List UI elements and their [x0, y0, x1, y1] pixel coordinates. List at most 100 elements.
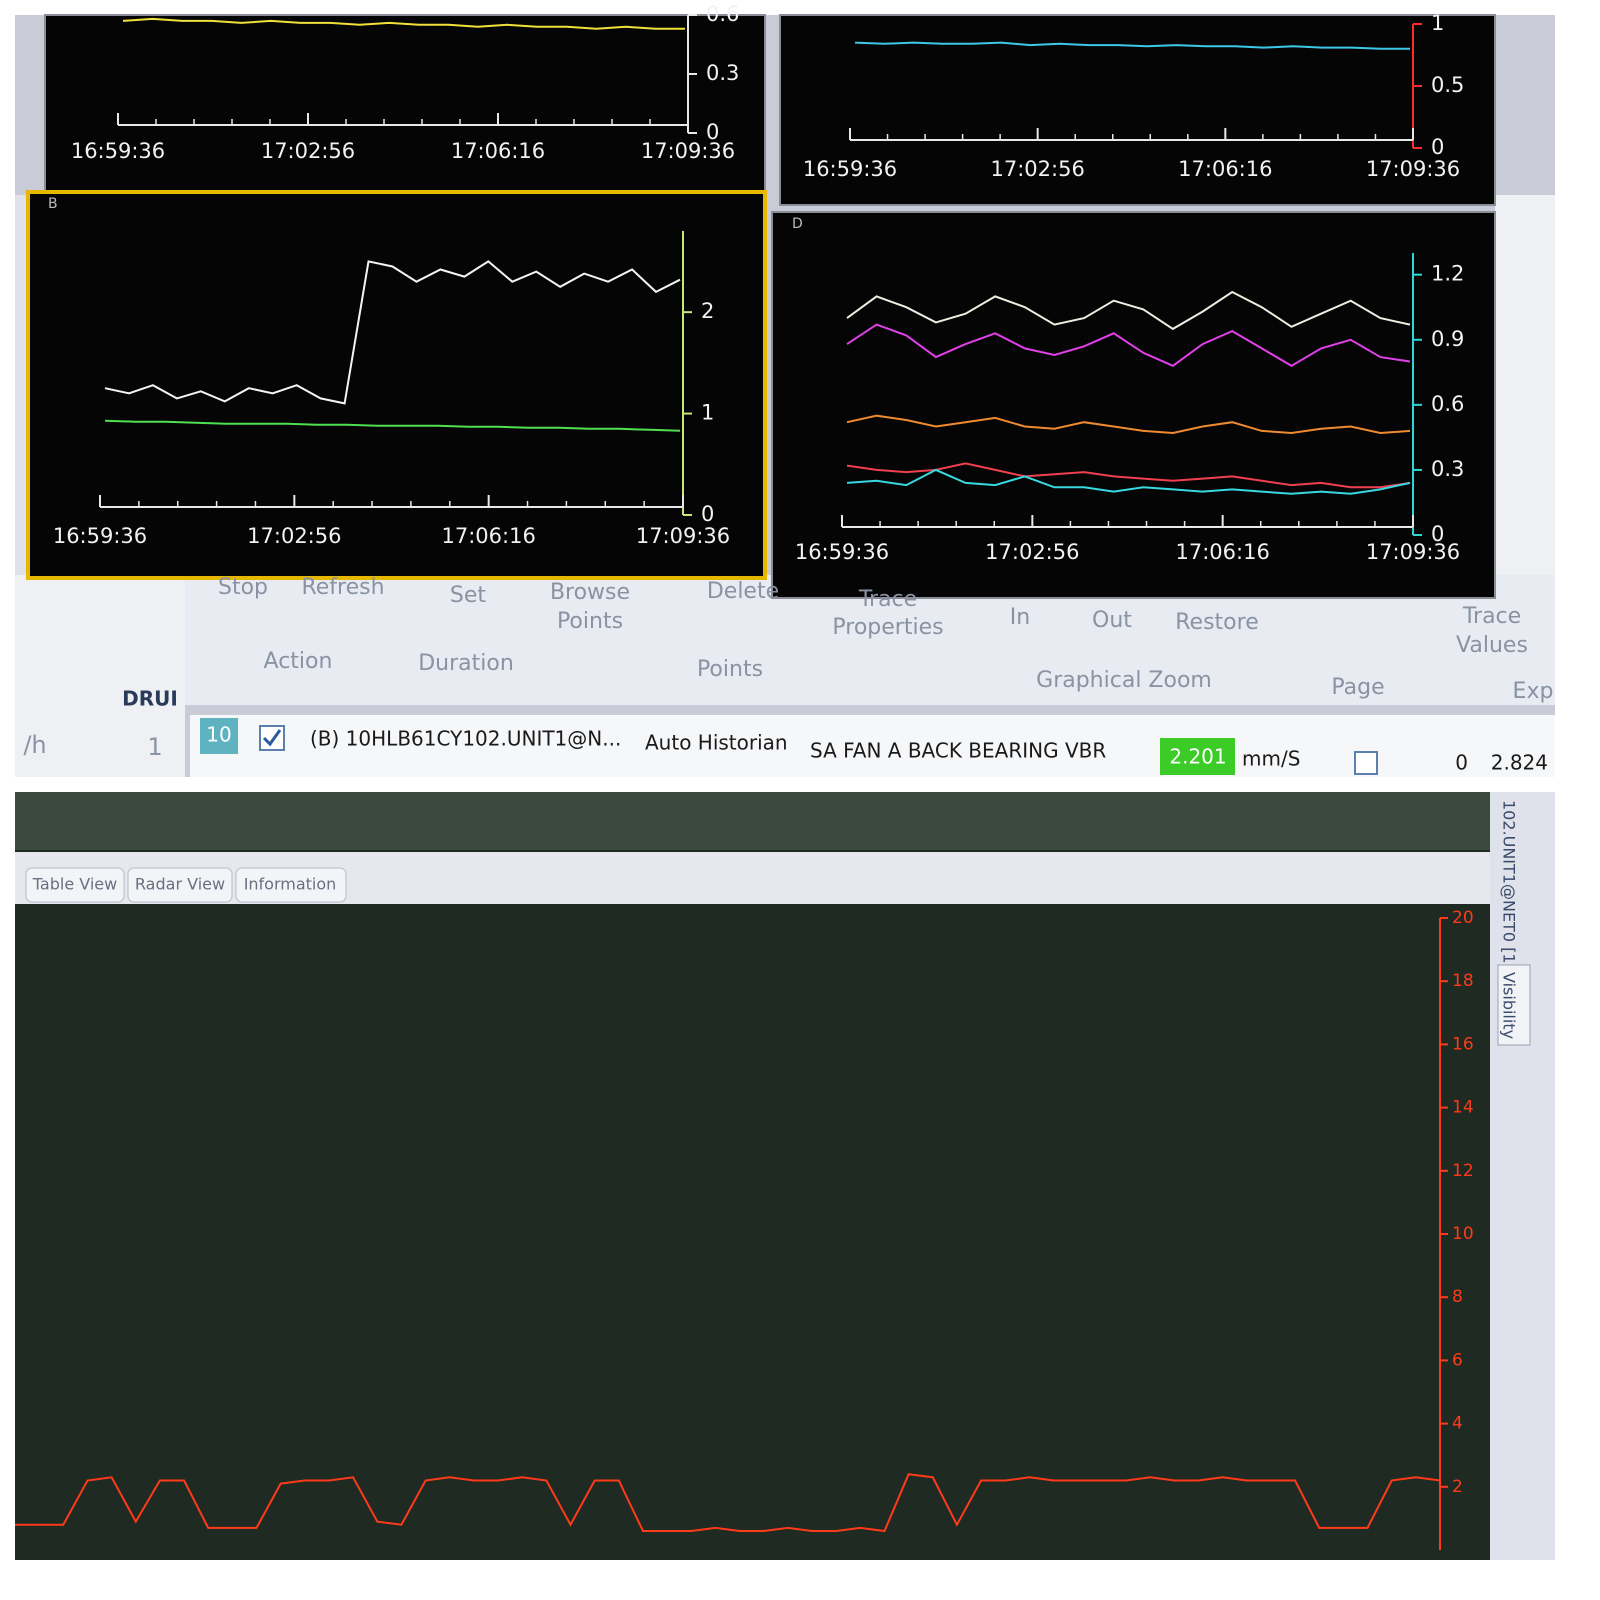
tab-label[interactable]: Table View: [32, 875, 117, 894]
bottom-chart: 2 4 6 8 10 12 14 16 18 20: [15, 908, 1474, 1550]
panel-background: [26, 190, 767, 580]
trace-line: [846, 414, 1411, 435]
button[interactable]: Properties: [832, 615, 943, 640]
right-pane: [1495, 195, 1555, 575]
button[interactable]: In: [1010, 605, 1030, 630]
y-tick-label: 0.6: [1431, 392, 1464, 416]
check-mark: [262, 729, 282, 747]
y-tick-label: 0: [1431, 135, 1444, 159]
y-tick-label: 4: [1452, 1414, 1463, 1434]
button[interactable]: Restore: [1175, 610, 1258, 635]
x-tick-label: 17:06:16: [1176, 540, 1270, 564]
group-label: Graphical Zoom: [1036, 668, 1212, 693]
value-cell: [1160, 738, 1235, 775]
x-tick-label: 17:06:16: [1178, 157, 1272, 181]
max: 2.824: [1491, 751, 1548, 775]
y-tick-label: 6: [1452, 1350, 1463, 1370]
group-label: Page: [1331, 675, 1384, 700]
tab-label[interactable]: Radar View: [135, 875, 225, 894]
left-edge: [15, 195, 28, 575]
y-tick-label: 16: [1452, 1034, 1474, 1054]
y-tick-label: 14: [1452, 1098, 1474, 1118]
y-tick-label: 0.3: [1431, 457, 1464, 481]
y-tick-label: 0: [701, 502, 714, 526]
ribbon-labels: Stop Refresh Action Set Duration Browse …: [23, 575, 1553, 761]
trend-panel: D 0 0.3 0.6 0.9 1.2 16:59:36 17:02:56 17:06:16 17…: [771, 211, 1496, 599]
trend-panel: 0 0.3 0.6 16:59:36 17:02:56 17:06:16 17:09:36: [44, 2, 766, 196]
panel-background: [771, 211, 1496, 599]
x-tick-label: 16:59:36: [53, 524, 147, 548]
button[interactable]: Stop: [218, 575, 268, 600]
tabs: Table View Radar View Information: [25, 867, 347, 903]
current-value: 2.201: [1169, 745, 1226, 769]
x-tick-label: 17:02:56: [985, 540, 1079, 564]
button[interactable]: Browse: [550, 580, 630, 605]
x-tick-label: 17:02:56: [247, 524, 341, 548]
y-tick-label: 2: [701, 299, 714, 323]
group-label: Duration: [418, 651, 514, 676]
trace-line: [104, 419, 681, 432]
trend-panel: 0 0.5 1 16:59:36 17:02:56 17:06:16 17:09:36: [779, 11, 1496, 206]
trace-line: [846, 323, 1411, 367]
side-tag: 102.UNIT1@NET0 [1]: [1500, 800, 1519, 970]
button[interactable]: Delete: [707, 579, 779, 604]
x-tick-label: 17:06:16: [442, 524, 536, 548]
button[interactable]: Refresh: [301, 575, 384, 600]
x-tick-label: 17:09:36: [636, 524, 730, 548]
tab[interactable]: [127, 867, 233, 903]
y-tick-label: 8: [1452, 1287, 1463, 1307]
units: mm/S: [1242, 747, 1300, 771]
x-tick-label: 17:09:36: [1366, 157, 1460, 181]
y-tick-label: 2: [1452, 1477, 1463, 1497]
x-tick-label: 17:09:36: [641, 139, 735, 163]
trace-line: [854, 41, 1410, 50]
side-panel: [1490, 792, 1555, 1560]
x-tick-label: 17:02:56: [991, 157, 1085, 181]
button[interactable]: Out: [1092, 608, 1132, 633]
group-label: Action: [264, 649, 333, 674]
description: SA FAN A BACK BEARING VBR: [810, 739, 1106, 763]
y-tick-label: 0: [1431, 522, 1444, 546]
button[interactable]: Trace: [858, 587, 917, 612]
y-tick-label: 0: [706, 120, 719, 144]
tab-label[interactable]: Information: [244, 875, 337, 894]
side-tab[interactable]: [1497, 964, 1531, 1046]
trace-line: [846, 462, 1411, 489]
x-tick-label: 16:59:36: [795, 540, 889, 564]
min: 0: [1455, 751, 1468, 775]
x-tick-label: 17:06:16: [451, 139, 545, 163]
button[interactable]: Values: [1456, 633, 1528, 658]
tab[interactable]: [235, 867, 347, 903]
trend-panels: 00.30.616:59:36 17:02:56 17:06:16 17:09:36 0…: [26, 2, 1496, 599]
checkbox[interactable]: [259, 725, 285, 751]
tab[interactable]: [25, 867, 125, 903]
y-tick-label: 1.2: [1431, 262, 1464, 286]
button[interactable]: Set: [450, 583, 487, 608]
trace-line: [846, 468, 1411, 495]
y-tick-label: 1: [701, 401, 714, 425]
index-cell: [200, 718, 238, 754]
y-tick-label: 20: [1452, 908, 1474, 928]
checkbox[interactable]: [1354, 751, 1378, 775]
panel-label: D: [792, 216, 803, 232]
group-label: Exp: [1513, 679, 1554, 704]
y-tick-label: 0.5: [1431, 73, 1464, 97]
y-tick-label: 10: [1452, 1224, 1474, 1244]
tag-name: (B) 10HLB61CY102.UNIT1@N...: [310, 727, 621, 751]
source: Auto Historian: [645, 731, 788, 755]
x-tick-label: 17:09:36: [1366, 540, 1460, 564]
button[interactable]: Trace: [1462, 604, 1521, 629]
bottom-screen: [15, 792, 1555, 1560]
left-pane: [15, 575, 185, 777]
row-index: 10: [206, 723, 231, 747]
y-tick-label: 0.6: [706, 2, 739, 26]
side-tab-label[interactable]: Visibility: [1500, 972, 1519, 1039]
button[interactable]: Points: [557, 609, 623, 634]
panel-label: B: [48, 196, 58, 212]
y-tick-label: 1: [1431, 11, 1444, 35]
trace-line: [104, 260, 681, 405]
top-band: [15, 792, 1490, 850]
group-label: Points: [697, 657, 763, 682]
table-row[interactable]: 10 (B) 10HLB61CY102.UNIT1@N... Auto Hist…: [190, 715, 1555, 777]
